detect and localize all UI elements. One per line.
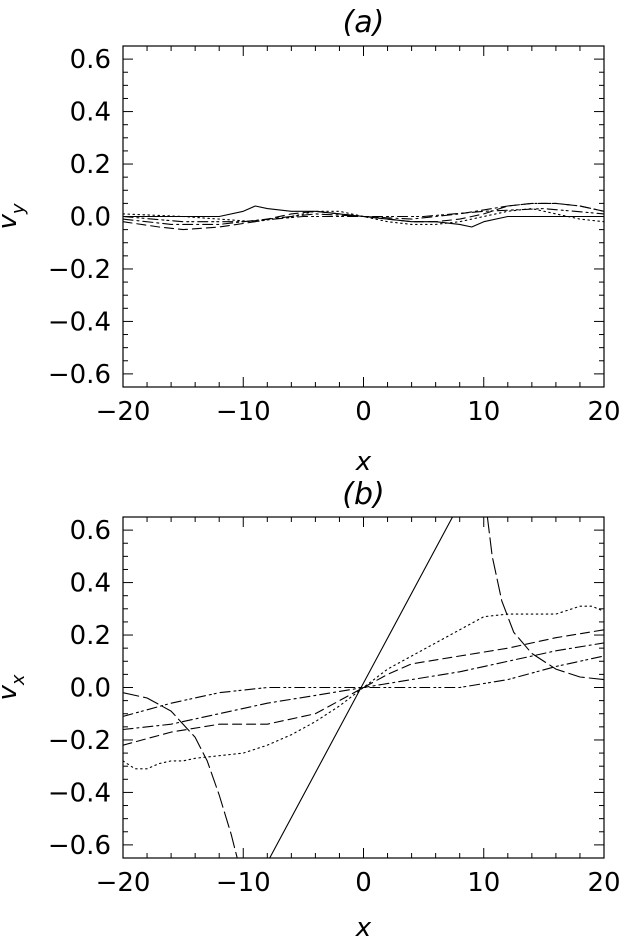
panel-b-xtick-label: 10 — [467, 868, 500, 898]
panel-b-ytick-label: −0.4 — [48, 778, 111, 808]
panel-a-series-line-dashdotdot-4 — [123, 208, 604, 223]
panel-b-ytick-label: 0.2 — [70, 621, 111, 651]
panel-b-title: (b) — [342, 477, 384, 512]
panel-a-ytick-label: −0.2 — [48, 255, 111, 285]
panel-b-series-line-longdash-1 — [123, 692, 238, 858]
panel-a-series-line-dashdot-3 — [123, 202, 604, 225]
panel-a-y-axis-label: vy — [0, 203, 29, 229]
panel-a-xtick-label: −10 — [216, 397, 271, 427]
panel-b-ytick-label: −0.6 — [48, 831, 111, 861]
panel-b-y-axis-label: vx — [0, 674, 29, 700]
panel-a-series-group — [123, 202, 604, 231]
panel-a-chart: −20 −10 0 10 20 −0.6 −0.4 −0.2 0.0 0.2 0.4 0.6 (a) x v… — [0, 5, 621, 477]
panel-a-ytick-label: 0.0 — [70, 203, 111, 233]
panel-a-title: (a) — [343, 5, 385, 40]
panel-b-xtick-label: 0 — [355, 868, 372, 898]
panel-a-series-line-dashed-1 — [123, 202, 604, 231]
panel-b-series-line-dashdotdot-6 — [123, 655, 604, 717]
panel-b-chart: −20−1001020−0.6−0.4−0.20.00.20.40.6(b)xv… — [0, 477, 621, 938]
panel-b-y-axis-label-base: v — [0, 685, 23, 701]
panel-b-series-line-dotted-3 — [123, 605, 604, 770]
panel-a-xtick-label: −20 — [96, 397, 151, 427]
panel-a-ytick-label: 0.4 — [70, 98, 111, 128]
panel-b-y-axis-label-subscript: x — [8, 674, 29, 686]
panel-a-y-axis-label-subscript: y — [8, 203, 29, 215]
panel-a-xtick-label: 0 — [355, 397, 372, 427]
panel-b-xtick-label: −20 — [96, 868, 151, 898]
panel-a-ytick-label: 0.6 — [70, 45, 111, 75]
panel-b-xtick-label: 20 — [587, 868, 620, 898]
panel-b-series-line-longdash-2 — [486, 517, 604, 681]
panel-b-series-group — [123, 517, 604, 858]
panel-b-ytick-label: −0.2 — [48, 726, 111, 756]
panel-a-ytick-label: −0.6 — [48, 360, 111, 390]
panel-b-x-axis-label: x — [355, 913, 372, 938]
panel-b-ytick-label: 0.6 — [70, 516, 111, 546]
panel-b-series-line-dashed-4 — [123, 629, 604, 746]
panel-a-y-axis-label-base: v — [0, 214, 23, 230]
panel-a-ytick-label: −0.4 — [48, 307, 111, 337]
panel-a-ytick-label: 0.2 — [70, 150, 111, 180]
panel-b-series-line-dashdot-5 — [123, 642, 604, 731]
panel-b-xtick-label: −10 — [216, 868, 271, 898]
panel-a-xtick-label: 20 — [587, 397, 620, 427]
panel-a-xtick-label: 10 — [467, 397, 500, 427]
panel-b-ytick-label: 0.0 — [70, 674, 111, 704]
panel-a-x-axis-label: x — [355, 447, 372, 477]
panel-b-ytick-label: 0.4 — [70, 569, 111, 599]
